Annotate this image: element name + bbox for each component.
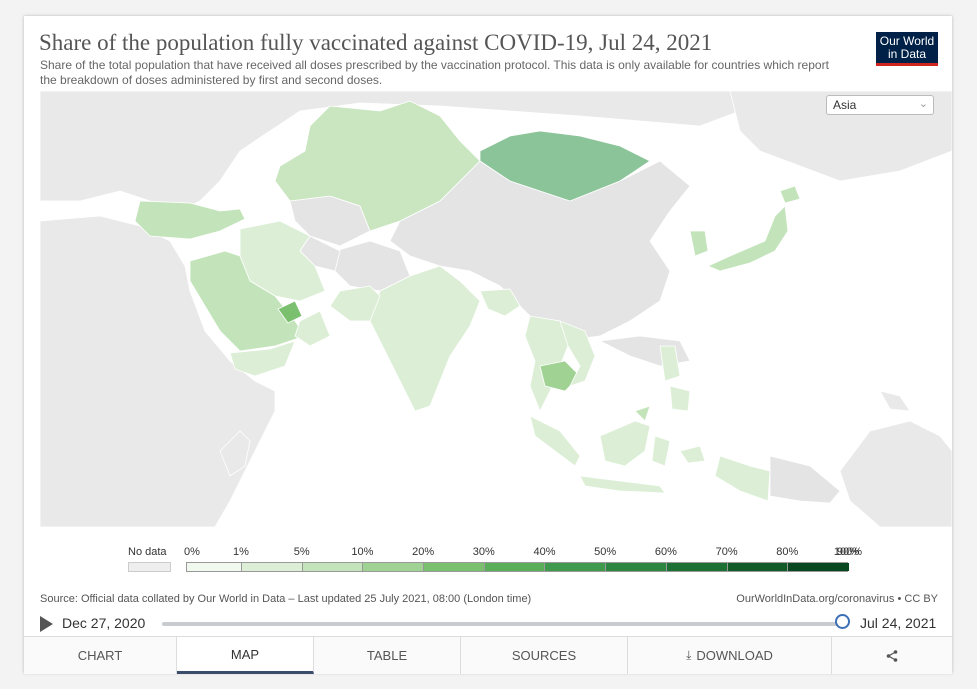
owid-logo[interactable]: Our World in Data (876, 32, 938, 66)
map-legend: No data 0% 1% 5% 10% 20% 30% 40% 50% 60% 70% 80% 90… (128, 544, 872, 584)
logo-line-2: in Data (887, 47, 927, 61)
timeline-track[interactable] (162, 622, 844, 626)
chart-frame: Share of the population fully vaccinated… (24, 16, 952, 674)
tab-map[interactable]: MAP (177, 637, 314, 674)
legend-bin (484, 563, 546, 571)
tab-map-label: MAP (230, 646, 260, 662)
chevron-down-icon: ⌄ (918, 98, 928, 110)
legend-bin (545, 563, 607, 571)
legend-bin (788, 563, 849, 571)
play-icon[interactable] (40, 616, 53, 632)
download-icon: ⤓ (686, 648, 692, 662)
legend-no-data-label: No data (128, 546, 167, 558)
legend-tick-label: 20% (412, 546, 435, 558)
tab-sources[interactable]: SOURCES (461, 637, 628, 674)
legend-bin (302, 563, 364, 571)
legend-tick-label: 5% (293, 546, 310, 558)
legend-color-bins (186, 562, 849, 572)
tab-table[interactable]: TABLE (314, 637, 461, 674)
logo-line-1: Our World (879, 34, 935, 48)
page-subtitle: Share of the total population that have … (40, 58, 829, 87)
legend-tick-label: 0% (184, 546, 200, 558)
legend-tick-label: 100% (833, 546, 863, 558)
tab-table-label: TABLE (366, 648, 408, 663)
source-note: Source: Official data collated by Our Wo… (40, 593, 532, 605)
legend-tick-label: 1% (233, 546, 249, 558)
tab-download-label: DOWNLOAD (696, 648, 773, 663)
timeline-end-date: Jul 24, 2021 (860, 615, 937, 631)
legend-bin (727, 563, 789, 571)
no-data-countries (289, 160, 691, 367)
tab-share[interactable] (832, 637, 952, 674)
tab-chart[interactable]: CHART (24, 637, 177, 674)
legend-tick-label: 30% (472, 546, 495, 558)
legend-bin (242, 563, 303, 571)
legend-bin (666, 563, 728, 571)
tab-sources-label: SOURCES (511, 648, 577, 663)
region-select-value: Asia (833, 98, 857, 112)
share-icon (886, 649, 898, 662)
map-svg (40, 91, 952, 527)
region-select[interactable]: Asia ⌄ (826, 95, 934, 115)
vaccinated-countries (134, 100, 841, 504)
timeline-start-date: Dec 27, 2020 (62, 615, 146, 631)
legend-tick-label: 70% (715, 546, 738, 558)
legend-bin (363, 563, 425, 571)
legend-no-data-swatch (128, 562, 171, 572)
source-url[interactable]: OurWorldInData.org/coronavirus • CC BY (736, 593, 938, 605)
legend-tick-label: 90% (836, 546, 860, 558)
legend-tick-label: 50% (594, 546, 617, 558)
legend-bin (606, 563, 667, 571)
legend-tick-label: 10% (351, 546, 374, 558)
legend-tick-label: 60% (654, 546, 677, 558)
timeline-handle[interactable] (835, 614, 850, 629)
legend-bin (187, 563, 242, 571)
tab-chart-label: CHART (77, 648, 123, 663)
page-title: Share of the population fully vaccinated… (39, 30, 713, 55)
tab-bar: CHART MAP TABLE SOURCES ⤓ DOWNLOAD (24, 636, 952, 674)
map-area (40, 91, 952, 527)
timeline: Dec 27, 2020 Jul 24, 2021 (40, 614, 940, 634)
legend-tick-label: 80% (776, 546, 799, 558)
legend-bin (424, 563, 485, 571)
legend-tick-label: 40% (533, 546, 556, 558)
tab-download[interactable]: ⤓ DOWNLOAD (628, 637, 832, 674)
